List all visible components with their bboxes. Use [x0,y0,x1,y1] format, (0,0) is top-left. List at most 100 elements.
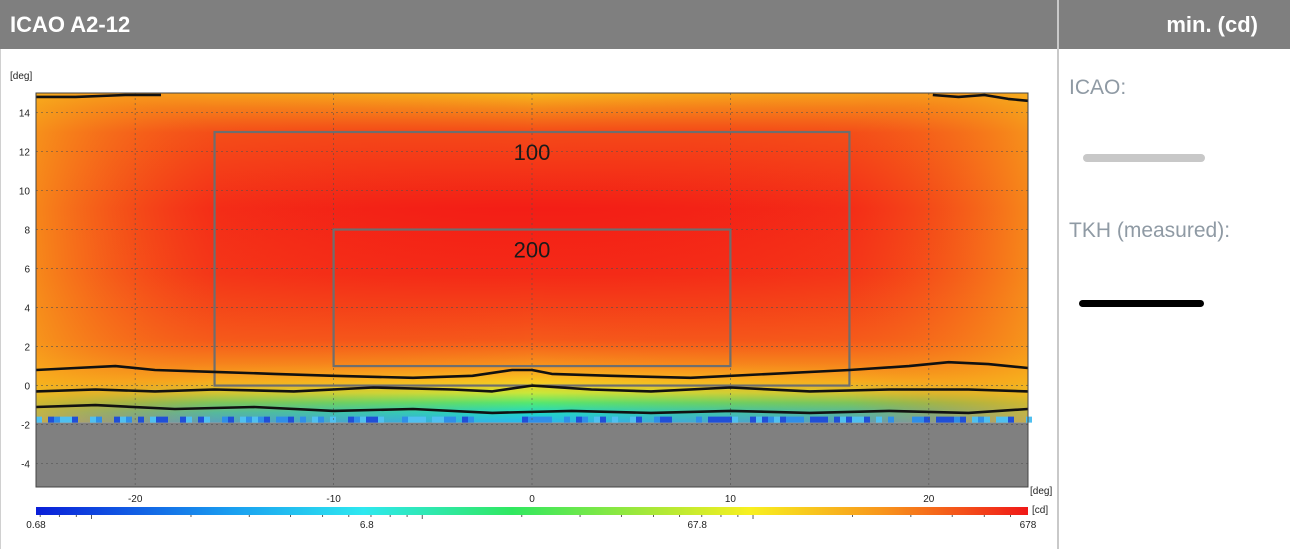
band-cell [114,416,120,423]
legend-tkh-label: TKH (measured): [1069,219,1231,242]
band-cell [666,416,672,423]
band-cell [630,416,636,423]
band-cell [54,416,60,423]
band-cell [186,416,192,423]
x-tick-label: -10 [326,494,341,505]
band-cell [1002,416,1008,423]
band-cell [540,416,546,423]
x-tick-label: 20 [923,494,935,505]
band-cell [948,416,954,423]
band-cell [954,416,960,423]
band-cell [816,416,822,423]
band-cell [318,416,324,423]
band-cell [372,416,378,423]
band-cell [276,416,282,423]
band-cell [864,416,870,423]
band-cell [228,416,234,423]
band-cell [918,416,924,423]
band-cell [924,416,930,423]
band-cell [582,416,588,423]
band-cell [450,416,456,423]
band-cell [360,416,366,423]
band-cell [834,416,840,423]
band-cell [366,416,372,423]
band-cell [96,416,102,423]
band-cell [780,416,786,423]
icao-zone-label: 100 [514,140,551,165]
band-cell [912,416,918,423]
band-cell [156,416,162,423]
y-tick-label: 2 [24,343,30,354]
measured-contour-contour-top-right [932,93,1029,103]
band-cell [810,416,816,423]
band-cell [198,416,204,423]
band-cell [564,416,570,423]
colorbar-tick-label: 678 [1020,520,1037,531]
y-tick-label: 10 [19,187,31,198]
band-cell [330,416,336,423]
band-cell [408,416,414,423]
x-tick-label: -20 [128,494,143,505]
measured-contour-contour-upper [35,360,1029,380]
measured-contour-contour-top-left [36,93,161,99]
y-tick-label: 14 [19,109,31,120]
legend-tkh-swatch [1079,300,1204,307]
band-cell [708,416,714,423]
band-cell [612,416,618,423]
band-cell [936,416,942,423]
band-cell [546,416,552,423]
band-cell [660,416,666,423]
band-cell [48,416,54,423]
band-cell [252,416,258,423]
band-cell [90,416,96,423]
band-cell [576,416,582,423]
colorbar-tick-label: 67.8 [687,520,707,531]
y-tick-label: 0 [24,382,30,393]
band-cell [162,416,168,423]
band-cell [462,416,468,423]
band-cell [1026,416,1032,423]
colorbar [36,507,1028,515]
band-cell [348,416,354,423]
band-cell [888,416,894,423]
band-cell [264,416,270,423]
band-cell [852,416,858,423]
x-axis-label: [deg] [1030,486,1052,497]
band-cell [432,416,438,423]
band-cell [282,416,288,423]
plot-frame: 100 200 -20 -10 0 10 20 -4 -2 0 2 4 6 8 10 12 14 [deg] [d… [0,49,1057,549]
heatmap-edge-falloff [36,93,1028,423]
band-cell [72,416,78,423]
band-cell [1008,416,1014,423]
y-tick-label: 12 [19,148,31,159]
band-cell [534,416,540,423]
band-cell [36,416,42,423]
band-cell [696,416,702,423]
band-cell [600,416,606,423]
band-cell [312,416,318,423]
band-cell [66,416,72,423]
y-tick-label: -4 [21,460,30,471]
colorbar-tick-label: 0.68 [26,520,46,531]
chart-title: ICAO A2-12 [10,12,131,37]
band-cell [822,416,828,423]
band-cell [138,416,144,423]
band-cell [180,416,186,423]
icao-zone-label: 200 [514,238,551,263]
band-cell [204,416,210,423]
band-cell [636,416,642,423]
plot-border [35,92,1029,488]
band-cell [858,416,864,423]
band-cell [978,416,984,423]
band-cell [438,416,444,423]
band-cell [120,416,126,423]
band-cell [150,416,156,423]
band-cell [768,416,774,423]
y-tick-label: 6 [24,265,30,276]
band-cell [792,416,798,423]
measured-contour-contour-middle [35,384,1029,393]
band-cell [654,416,660,423]
y-tick-label: -2 [21,421,30,432]
low-intensity-band [36,416,1032,423]
